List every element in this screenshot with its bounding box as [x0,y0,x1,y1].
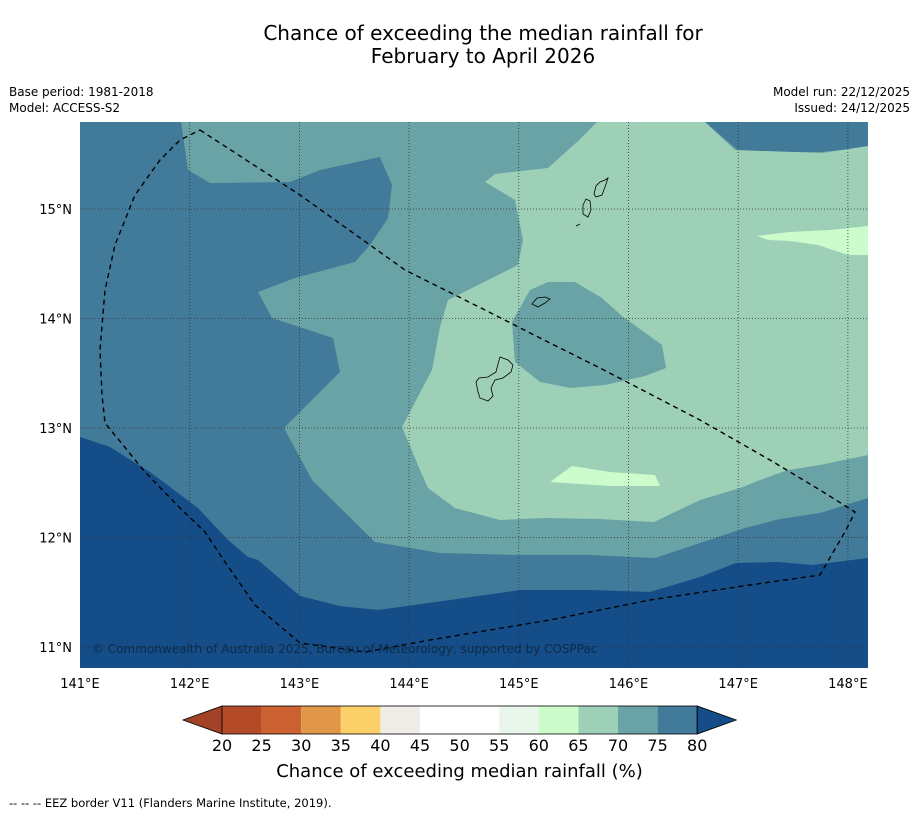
lon-tick-label: 145°E [499,677,539,692]
colorbar-tick-label: 50 [449,736,469,755]
colorbar-swatch [459,706,500,734]
region-60-65 [757,226,868,255]
island-saipan [593,177,609,198]
colorbar-swatch [499,706,539,734]
lon-tick-label: 144°E [389,677,429,692]
title-line-1: Chance of exceeding the median rainfall … [263,21,703,45]
colorbar-tick-label: 45 [410,736,430,755]
lon-tick-label: 148°E [828,677,868,692]
colorbar-tick-label: 65 [568,736,588,755]
colorbar-swatch [657,706,698,734]
colorbar-outline [221,705,698,735]
model-name: Model: ACCESS-S2 [9,101,121,115]
colorbar-swatch [380,706,420,734]
colorbar-swatch [618,706,658,734]
colorbar: 20 25 30 35 40 45 50 55 60 65 70 75 80 [181,705,738,755]
lat-tick-label: 15°N [39,203,72,218]
colorbar-tick-label: 80 [687,736,707,755]
colorbar-over-arrow [696,705,738,735]
colorbar-swatch [261,706,302,734]
colorbar-swatch [420,706,460,734]
island-rota [531,296,551,308]
eez-border [99,129,856,653]
model-info: Base period: 1981-2018 Model: ACCESS-S2 [9,84,154,116]
colorbar-tick-label: 35 [331,736,351,755]
region-70-75 [512,282,666,388]
colorbar-tick-label: 60 [529,736,549,755]
copyright-text: © Commonwealth of Australia 2025, Bureau… [92,642,597,656]
base-period: Base period: 1981-2018 [9,85,154,99]
region-60-65 [550,466,660,486]
axis-tick-labels: 141°E 142°E 143°E 144°E 145°E 146°E 147°E 148°E… [39,203,867,692]
eez-legend-note: -- -- -- EEZ border V11 (Flanders Marine… [9,796,332,810]
colorbar-swatch [340,706,381,734]
colorbar-swatch [538,706,579,734]
gridlines [80,122,868,668]
lon-tick-label: 146°E [609,677,649,692]
colorbar-tick-label: 30 [291,736,311,755]
region-80-plus [80,437,868,668]
lon-tick-label: 143°E [280,677,320,692]
colorbar-tick-label: 70 [608,736,628,755]
colorbar-tick-label: 25 [251,736,271,755]
issued-date: Issued: 24/12/2025 [794,101,910,115]
island-tinian [582,198,592,218]
title-line-2: February to April 2026 [370,44,596,68]
colorbar-under-arrow [181,705,223,735]
island-guam [475,356,514,402]
colorbar-tick-label: 55 [489,736,509,755]
lat-tick-label: 12°N [39,532,72,547]
colorbar-swatch [222,706,262,734]
lat-tick-label: 13°N [39,422,72,437]
colorbar-swatch [578,706,618,734]
colorbar-tick-label: 40 [370,736,390,755]
lon-tick-label: 147°E [718,677,758,692]
colorbar-swatch [301,706,341,734]
model-run-date: Model run: 22/12/2025 [772,85,910,99]
colorbar-tick-label: 20 [212,736,232,755]
map-title: Chance of exceeding the median rainfall … [0,22,919,68]
lon-tick-label: 142°E [170,677,210,692]
colorbar-title: Chance of exceeding median rainfall (%) [276,761,643,782]
islands [475,177,609,402]
island-aguijan [575,223,581,227]
lat-tick-label: 11°N [39,641,72,656]
run-info: Model run: 22/12/2025 Issued: 24/12/2025 [773,84,910,116]
colorbar-tick-label: 75 [647,736,667,755]
rainfall-map: © Commonwealth of Australia 2025, Bureau… [80,122,868,668]
lon-tick-label: 141°E [60,677,100,692]
lat-tick-label: 14°N [39,313,72,328]
